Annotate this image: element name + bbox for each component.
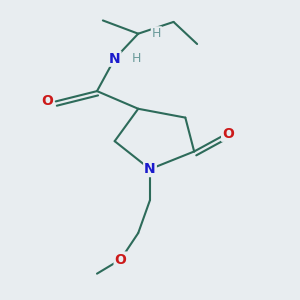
Text: H: H: [152, 27, 161, 40]
Text: O: O: [41, 94, 53, 108]
Text: H: H: [132, 52, 141, 65]
Text: O: O: [115, 253, 127, 266]
Text: O: O: [222, 127, 234, 141]
Text: N: N: [144, 162, 156, 176]
Text: N: N: [109, 52, 121, 66]
